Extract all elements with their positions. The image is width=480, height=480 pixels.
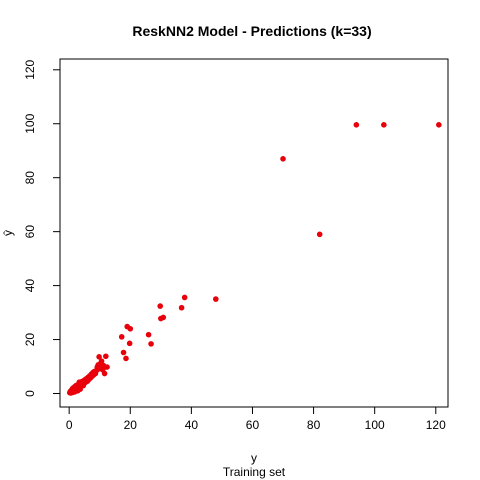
y-axis-label: ŷ <box>1 230 15 236</box>
y-axis: 0 20 40 60 80 100 120 <box>23 59 61 397</box>
data-point <box>316 231 323 238</box>
data-point <box>127 325 134 332</box>
data-point <box>436 122 442 128</box>
data-point <box>213 296 219 302</box>
data-point <box>160 314 167 321</box>
data-point <box>96 354 102 360</box>
data-point <box>181 294 188 301</box>
y-tick-label: 40 <box>23 279 37 293</box>
chart-title: ReskNN2 Model - Predictions (k=33) <box>132 23 371 39</box>
data-point <box>157 303 164 309</box>
data-point <box>101 370 108 377</box>
data-points <box>66 122 442 396</box>
x-tick-label: 40 <box>185 418 199 432</box>
data-point <box>381 122 387 128</box>
x-axis-sublabel: Training set <box>223 465 286 479</box>
y-tick-label: 100 <box>23 113 37 133</box>
x-tick-label: 20 <box>124 418 138 432</box>
data-point <box>126 340 133 347</box>
data-point <box>120 349 127 356</box>
data-point <box>148 341 154 347</box>
x-tick-label: 80 <box>307 418 321 432</box>
y-tick-label: 80 <box>23 171 37 185</box>
x-tick-label: 100 <box>365 418 385 432</box>
data-point <box>104 364 110 370</box>
y-tick-label: 20 <box>23 333 37 347</box>
data-point <box>98 358 105 364</box>
data-point <box>280 156 286 162</box>
y-tick-label: 120 <box>23 59 37 79</box>
data-point <box>145 331 152 338</box>
x-axis: 0 20 40 60 80 100 120 <box>66 406 446 432</box>
x-tick-label: 0 <box>66 418 73 432</box>
x-tick-label: 120 <box>426 418 446 432</box>
y-tick-label: 0 <box>23 390 37 397</box>
x-tick-label: 60 <box>246 418 260 432</box>
y-tick-label: 60 <box>23 225 37 239</box>
data-point <box>178 304 185 311</box>
data-point <box>353 122 360 128</box>
data-point <box>118 334 125 340</box>
plot-area-frame <box>59 58 449 408</box>
data-point <box>103 353 109 360</box>
data-point <box>123 355 129 362</box>
x-axis-label: y <box>251 451 257 465</box>
